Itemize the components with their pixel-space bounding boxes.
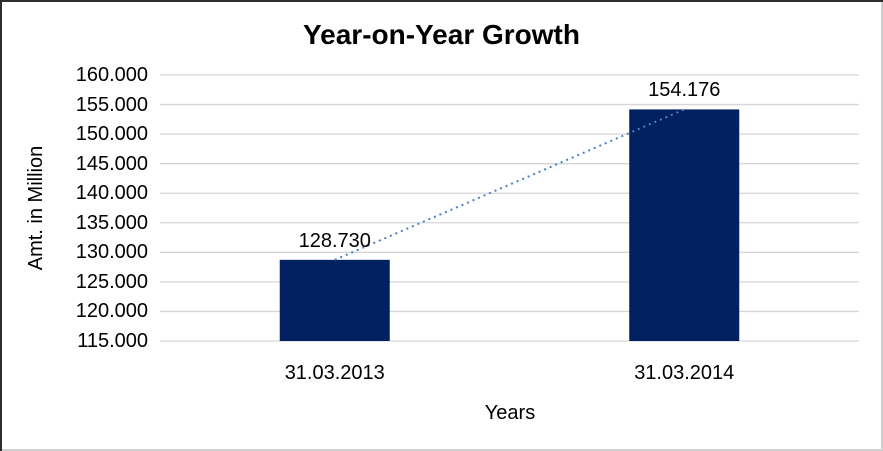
y-tick-label: 120.000 — [75, 300, 148, 323]
y-tick-label: 130.000 — [75, 241, 148, 264]
y-tick-label: 145.000 — [75, 152, 148, 175]
y-tick-label: 150.000 — [75, 123, 148, 146]
y-axis-title: Amt. in Million — [25, 145, 47, 271]
x-category-label: 31.03.2014 — [634, 362, 735, 384]
bar-31.03.2013 — [279, 259, 390, 341]
y-tick-label: 135.000 — [75, 211, 148, 234]
data-label: 154.176 — [648, 79, 721, 102]
y-tick-label: 155.000 — [75, 93, 148, 116]
y-tick-label: 125.000 — [75, 270, 148, 293]
data-label: 128.730 — [298, 229, 371, 252]
y-tick-label: 140.000 — [75, 182, 148, 205]
x-axis-title: Years — [484, 402, 536, 424]
y-tick-label: 115.000 — [77, 330, 148, 352]
x-category-label: 31.03.2013 — [284, 362, 385, 384]
chart-title: Year-on-Year Growth — [303, 19, 580, 50]
y-tick-label: 160.000 — [75, 64, 148, 86]
bar-31.03.2014 — [629, 109, 740, 342]
